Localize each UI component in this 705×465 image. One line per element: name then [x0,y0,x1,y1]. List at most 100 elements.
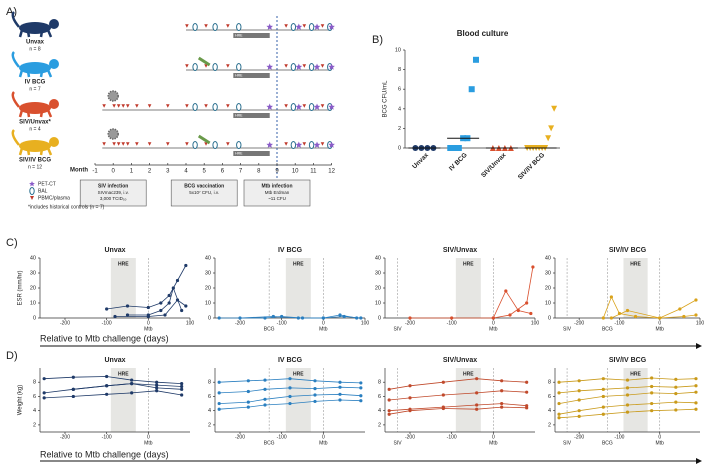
point [650,409,654,413]
point [441,406,445,411]
point [338,392,342,396]
pbmc-icon [284,142,288,146]
pbmc-icon [135,104,139,108]
y-tick-label: 0 [378,315,381,321]
y-tick-label: 30 [375,270,381,276]
point [650,401,654,406]
x-tick-label: -100 [277,434,287,440]
event-label: SIV [393,440,402,446]
y-tick-label: 30 [545,270,551,276]
point [217,401,221,406]
month-tick-label: 0 [112,169,116,175]
point [650,384,654,389]
y-tick-label: 8 [33,380,36,386]
point [387,409,391,413]
point [475,377,479,381]
x-tick-label: 100 [186,320,195,326]
pet-ct-icon [266,23,273,30]
bal-icon [192,141,198,149]
month-tick-label: 4 [184,169,188,175]
point [601,316,605,320]
point [296,316,300,320]
y-tick-label: 2 [378,422,381,428]
point [42,391,46,395]
point [577,414,581,418]
point [387,398,391,402]
point [658,316,662,320]
month-tick-label: 8 [257,169,261,175]
pbmc-icon [185,142,189,146]
hre-bar [233,151,270,156]
event-detail: 5x10⁷ CFU, i.v. [189,190,219,195]
pet-ct-icon [328,23,335,30]
x-tick-label: -200 [405,434,415,440]
monkey-head [49,137,59,147]
x-tick-label: -100 [614,434,624,440]
pet-ct-icon [313,141,321,148]
y-tick-label: 40 [30,255,36,261]
point [601,387,605,391]
point [175,298,180,302]
point [146,305,150,310]
point [625,308,630,313]
x-axis-title: Relative to Mtb challenge (days) [40,449,169,459]
point [408,409,412,413]
point [408,316,412,320]
month-tick-label: 3 [166,169,170,175]
month-tick-label: 1 [130,169,134,175]
pbmc-icon [135,142,139,146]
pbmc-icon [204,24,208,28]
y-tick-label: 6 [208,394,211,400]
point [674,408,678,412]
point [450,316,454,320]
point [180,384,184,389]
hre-label: HRE [235,114,243,118]
y-tick-label: 20 [375,285,381,291]
series-line [389,390,527,401]
legend-label: PBMC/plasma [38,195,70,201]
pet-ct-icon [266,63,273,70]
pbmc-icon [116,142,121,146]
x-tick-label: -100 [102,434,112,440]
point [451,145,458,151]
point [338,398,342,402]
point [159,301,163,305]
point [500,379,504,383]
x-tick-label: 0 [147,434,150,440]
pbmc-icon [302,24,307,28]
y-tick-label: 40 [205,255,211,261]
event-box [170,179,238,207]
monkey-head [49,59,59,69]
event-label: BCG [602,326,613,332]
x-tick-label: SIV/IV BCG [517,152,546,181]
point [238,316,242,320]
pbmc-icon [147,142,152,146]
point [508,313,512,317]
point [313,387,317,391]
bal-icon [212,23,218,31]
chart-title: Unvax [104,247,125,254]
pbmc-icon [112,142,116,146]
point [455,145,462,151]
event-label: Mtb [489,440,498,446]
point [694,407,698,411]
group-name: SIV/Unvax* [19,120,51,126]
series-line [44,390,182,399]
syringe-icon [197,134,211,145]
point [155,389,159,393]
bal-icon [236,23,242,31]
virus-icon [107,128,119,140]
legend-label: BAL [38,188,48,194]
point [674,385,678,389]
event-label: SIV [393,326,402,332]
point [387,387,391,391]
bal-icon [308,63,315,71]
point [338,313,342,317]
series-line [492,290,531,319]
month-tick-label: 12 [328,169,335,175]
y-axis-title: ESR (mm/hr) [18,271,24,306]
series-line [44,376,182,384]
month-tick-label: 2 [148,169,152,175]
bal-icon [212,141,218,149]
